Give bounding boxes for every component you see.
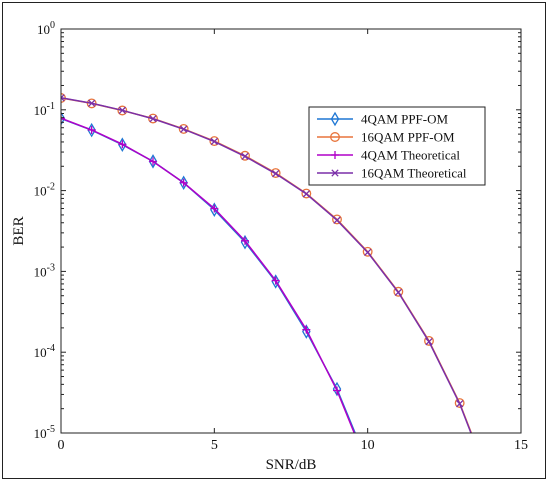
circle-marker	[424, 335, 434, 346]
x-marker	[456, 400, 464, 408]
circle-marker	[117, 105, 128, 116]
plus-marker	[87, 125, 96, 134]
legend-entry: 4QAM Theoretical	[317, 148, 460, 163]
legend-label: 16QAM PPF-OM	[361, 130, 455, 145]
y-tick-label: 10-4	[34, 343, 55, 360]
x-tick-label: 10	[361, 438, 375, 453]
circle-marker	[362, 246, 373, 257]
plus-marker	[302, 325, 311, 334]
plus-marker	[241, 236, 249, 245]
diamond-marker	[210, 202, 219, 218]
legend-label: 16QAM Theoretical	[361, 166, 467, 181]
circle-marker	[209, 136, 220, 147]
plus-marker	[179, 178, 188, 187]
plot-area-border	[60, 28, 522, 434]
y-tick-label: 10-3	[34, 262, 55, 279]
x-axis-label: SNR/dB	[266, 457, 317, 473]
circle-marker	[332, 214, 342, 225]
x-marker	[272, 170, 280, 178]
diamond-marker	[87, 122, 96, 138]
x-marker	[302, 190, 310, 198]
series-2	[61, 114, 356, 433]
circle-marker	[270, 168, 281, 178]
diamond-marker	[330, 111, 340, 127]
x-tick-label: 0	[58, 438, 65, 453]
y-axis-label: BER	[11, 216, 27, 245]
x-marker	[364, 248, 372, 257]
circle-marker	[454, 398, 465, 408]
plus-marker	[118, 140, 127, 149]
legend-label: 4QAM PPF-OM	[361, 112, 448, 127]
circle-marker	[240, 150, 250, 161]
circle-marker	[178, 123, 189, 134]
x-marker	[149, 115, 157, 123]
legend: 4QAM PPF-OM 16QAM PPF-OM 4QAM Theoretical 1…	[308, 106, 486, 186]
legend-entry: 4QAM PPF-OM	[317, 112, 448, 127]
plus-marker	[333, 386, 341, 395]
circle-marker	[393, 286, 404, 297]
legend-label: 4QAM Theoretical	[361, 148, 460, 163]
series-3	[61, 94, 472, 433]
series-layer	[61, 93, 473, 433]
legend-entry: 16QAM PPF-OM	[317, 130, 455, 145]
x-marker	[333, 216, 341, 224]
diamond-marker	[271, 274, 280, 289]
y-tick-label: 10-2	[34, 182, 55, 199]
x-marker	[88, 99, 96, 107]
plus-marker	[149, 157, 157, 166]
plus-marker	[61, 114, 65, 123]
x-marker	[210, 137, 218, 146]
x-marker	[394, 288, 402, 297]
figure-frame: 0 5 10 15 10-5 10-4 10-3 10-2 10-1 100 SNR/dB BE…	[2, 2, 546, 479]
ber-chart: 0 5 10 15 10-5 10-4 10-3 10-2 10-1 100 SNR/dB BE…	[11, 20, 528, 473]
x-axis: 0 5 10 15	[58, 29, 528, 453]
x-marker	[61, 94, 65, 102]
x-marker	[331, 169, 339, 177]
circle-marker	[86, 98, 97, 109]
circle-marker	[330, 132, 340, 142]
diamond-marker	[61, 111, 66, 126]
x-tick-label: 5	[211, 438, 218, 453]
x-marker	[118, 106, 126, 114]
y-tick-label: 10-5	[34, 424, 55, 441]
y-tick-label: 100	[37, 20, 55, 37]
x-tick-label: 15	[514, 438, 528, 453]
legend-entry: 16QAM Theoretical	[317, 166, 467, 181]
diamond-marker	[240, 234, 250, 250]
circle-marker	[148, 113, 158, 124]
plus-marker	[331, 151, 339, 159]
x-marker	[180, 125, 188, 133]
y-axis: 10-5 10-4 10-3 10-2 10-1 100	[34, 20, 521, 441]
plus-marker	[271, 276, 280, 285]
plus-marker	[210, 204, 219, 213]
y-tick-label: 10-1	[34, 101, 55, 118]
x-marker	[241, 152, 249, 161]
x-marker	[425, 338, 433, 346]
circle-marker	[301, 188, 312, 199]
